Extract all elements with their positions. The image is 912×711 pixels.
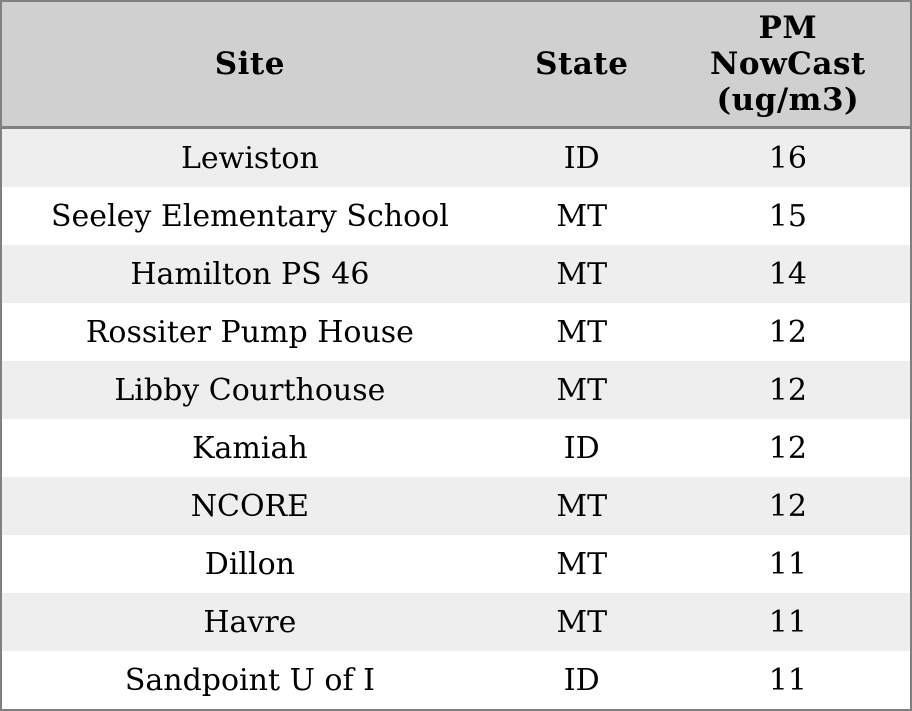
pm-nowcast-cell: 16 [768,140,807,176]
pm-nowcast-cell: 11 [768,662,807,698]
table-body: Lewiston ID 16 Seeley Elementary School … [2,129,910,709]
site-cell: Seeley Elementary School [50,198,449,234]
site-cell: Lewiston [180,140,319,176]
table-header-row: Site State PM NowCast (ug/m3) [2,2,910,129]
site-cell: Hamilton PS 46 [130,256,370,292]
state-cell: MT [556,256,608,292]
state-cell: MT [556,314,608,350]
site-cell: Sandpoint U of I [124,662,375,698]
site-cell: NCORE [190,488,310,524]
pm-nowcast-cell: 12 [768,430,807,466]
state-cell: MT [556,372,608,408]
pm-nowcast-cell: 12 [768,488,807,524]
pm-nowcast-cell: 15 [768,198,807,234]
table-row: Libby Courthouse MT 12 [2,361,910,419]
pm-nowcast-cell: 11 [768,546,807,582]
table-row: Kamiah ID 12 [2,419,910,477]
table-row: Dillon MT 11 [2,535,910,593]
column-header-state: State [535,46,629,82]
state-cell: MT [556,546,608,582]
state-cell: MT [556,198,608,234]
table-row: Lewiston ID 16 [2,129,910,187]
pm-nowcast-cell: 14 [768,256,807,292]
site-cell: Kamiah [192,430,308,466]
state-cell: ID [563,430,600,466]
table-row: Rossiter Pump House MT 12 [2,303,910,361]
column-header-site: Site [214,46,285,82]
table-row: NCORE MT 12 [2,477,910,535]
state-cell: ID [563,662,600,698]
site-cell: Dillon [204,546,295,582]
table-row: Sandpoint U of I ID 11 [2,651,910,709]
state-cell: ID [563,140,600,176]
state-cell: MT [556,488,608,524]
site-cell: Libby Courthouse [114,372,386,408]
column-header-pm-nowcast: PM NowCast (ug/m3) [709,10,866,118]
site-cell: Rossiter Pump House [85,314,414,350]
pm-nowcast-cell: 11 [768,604,807,640]
pm-nowcast-cell: 12 [768,314,807,350]
table-row: Havre MT 11 [2,593,910,651]
pm-nowcast-cell: 12 [768,372,807,408]
table-row: Seeley Elementary School MT 15 [2,187,910,245]
table-row: Hamilton PS 46 MT 14 [2,245,910,303]
site-cell: Havre [203,604,297,640]
state-cell: MT [556,604,608,640]
